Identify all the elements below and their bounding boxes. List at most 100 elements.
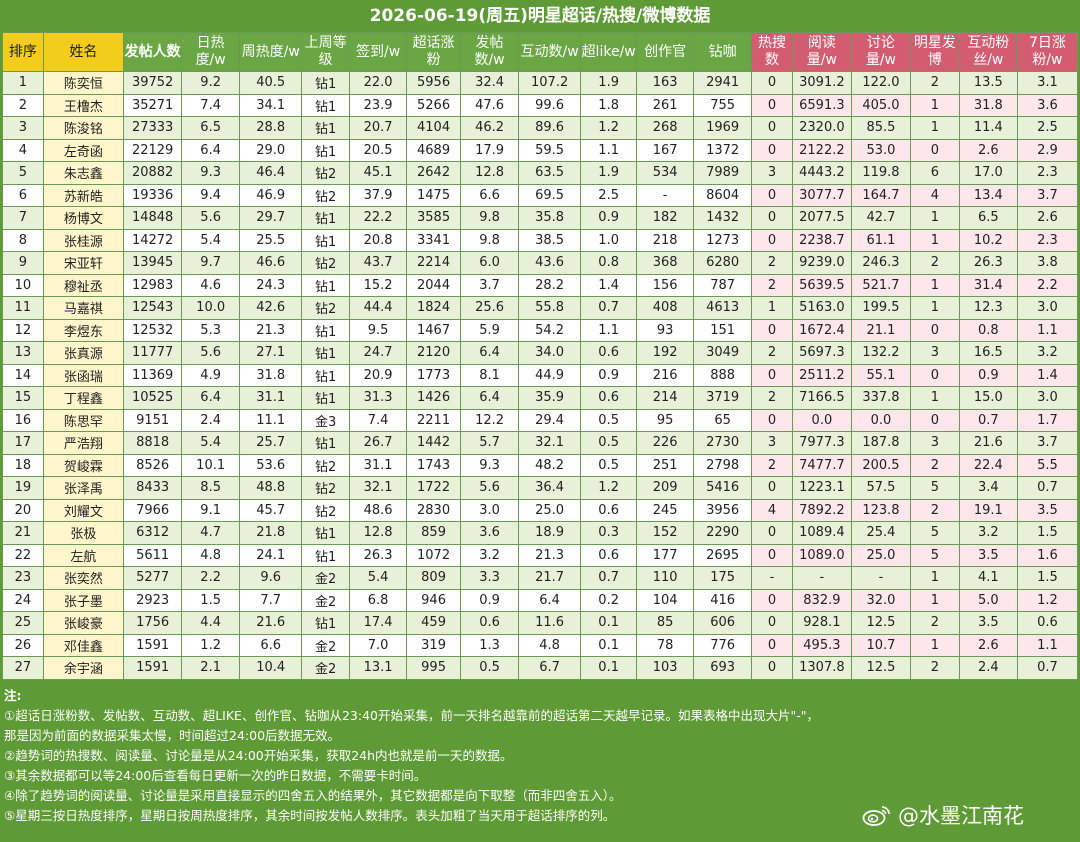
table-cell: 24: [2, 588, 44, 612]
table-cell: 35.9: [518, 386, 582, 410]
note-line: ③其余数据都可以等24:00后查看每日更新一次的昨日数据，不需要卡时间。: [4, 768, 427, 783]
table-cell: 9.7: [181, 251, 241, 275]
column-header: 日热度/w: [181, 32, 241, 72]
table-cell: 1223.1: [791, 476, 852, 500]
table-cell: 5163.0: [791, 296, 852, 320]
table-cell: 32.1: [349, 476, 408, 500]
table-cell: 4613: [693, 296, 753, 320]
table-cell: 6.8: [349, 588, 408, 612]
table-cell: 1: [909, 116, 960, 140]
table-cell: 1969: [693, 116, 753, 140]
table-cell: 132.2: [850, 341, 911, 365]
table-cell: 12: [2, 318, 44, 342]
table-cell: 5.6: [181, 341, 241, 365]
table-cell: 8433: [123, 476, 183, 500]
table-cell: -: [791, 566, 852, 590]
page-title: 2026-06-19(周五)明星超话/热搜/微博数据: [369, 6, 711, 26]
table-cell: 2320.0: [791, 116, 852, 140]
table-cell: 3.3: [460, 566, 520, 590]
table-cell: 25: [2, 611, 44, 635]
table-cell: 1.7: [1016, 408, 1079, 432]
table-cell: 12532: [123, 318, 183, 342]
note-line: ①超话日涨粉数、发帖数、互动数、超LIKE、创作官、钻咖从23:40开始采集，前…: [4, 708, 819, 723]
table-cell: 65: [693, 408, 753, 432]
table-cell: 5.5: [1016, 453, 1079, 477]
table-cell: 2.9: [1016, 138, 1079, 162]
table-cell: 0: [751, 116, 793, 140]
table-cell: 钻1: [301, 116, 351, 140]
table-cell: 钻1: [301, 93, 351, 117]
table-cell: 13: [2, 341, 44, 365]
table-cell: 31.8: [958, 93, 1018, 117]
table-cell: 10.4: [239, 656, 303, 680]
table-cell: 2: [751, 453, 793, 477]
table-cell: 1.4: [1016, 363, 1079, 387]
table-cell: 2.6: [958, 138, 1018, 162]
table-cell: 7977.3: [791, 431, 852, 455]
table-cell: 7.4: [349, 408, 408, 432]
table-row: 20 刘耀文 7966 9.1 45.7 钻2 48.6 2830 3.0 25.0 0.6 245 3…: [2, 498, 1079, 522]
table-cell: 3.0: [1016, 386, 1079, 410]
table-cell: 1.3: [460, 633, 520, 657]
table-cell: 9.8: [460, 228, 520, 252]
table-cell: 13.4: [958, 183, 1018, 207]
name-cell: 李煜东: [42, 318, 125, 342]
table-cell: 9.4: [181, 183, 241, 207]
table-cell: 218: [636, 228, 695, 252]
table-cell: 1.2: [580, 476, 638, 500]
table-cell: 4: [2, 138, 44, 162]
column-header: 明星发博: [909, 32, 960, 72]
table-cell: 25.4: [850, 521, 911, 545]
table-cell: 0.7: [1016, 476, 1079, 500]
table-cell: 1824: [406, 296, 462, 320]
table-cell: 0.5: [580, 431, 638, 455]
table-cell: 1.1: [1016, 633, 1079, 657]
table-cell: 175: [693, 566, 753, 590]
table-cell: 40.5: [239, 71, 303, 95]
table-cell: -: [636, 183, 695, 207]
table-cell: 6.5: [958, 206, 1018, 230]
table-cell: 3.2: [958, 521, 1018, 545]
table-cell: 2.2: [1016, 273, 1079, 297]
table-cell: 21.6: [239, 611, 303, 635]
table-cell: 1: [909, 296, 960, 320]
table-row: 3 陈浚铭 27333 6.5 28.8 钻1 20.7 4104 46.2 89.6 1.2 268…: [2, 116, 1079, 140]
table-cell: 11.1: [239, 408, 303, 432]
table-cell: 5: [909, 543, 960, 567]
table-cell: 18: [2, 453, 44, 477]
table-cell: 151: [693, 318, 753, 342]
column-header: 热搜数: [751, 32, 793, 72]
table-cell: 29.0: [239, 138, 303, 162]
table-row: 25 张峻豪 1756 4.4 21.6 钻1 17.4 459 0.6 11.6 0.1 85 606…: [2, 611, 1079, 635]
watermark: @水墨江南花: [862, 800, 1024, 830]
table-cell: 0.5: [580, 453, 638, 477]
table-cell: 1: [909, 566, 960, 590]
table-cell: 钻2: [301, 498, 351, 522]
table-cell: 2511.2: [791, 363, 852, 387]
table-cell: 61.1: [850, 228, 911, 252]
table-cell: 13945: [123, 251, 183, 275]
table-row: 2 王橹杰 35271 7.4 34.1 钻1 23.9 5266 47.6 99.6 1.8 261…: [2, 93, 1079, 117]
table-cell: 693: [693, 656, 753, 680]
table-row: 23 张奕然 5277 2.2 9.6 金2 5.4 809 3.3 21.7 0.7 110 175-…: [2, 566, 1079, 590]
table-cell: 42.6: [239, 296, 303, 320]
table-cell: 1089.0: [791, 543, 852, 567]
table-cell: 5: [909, 521, 960, 545]
table-cell: 2.6: [958, 633, 1018, 657]
table-cell: 8: [2, 228, 44, 252]
table-cell: 5611: [123, 543, 183, 567]
table-cell: 金2: [301, 588, 351, 612]
table-cell: 93: [636, 318, 695, 342]
table-cell: 2: [751, 251, 793, 275]
table-cell: 钻1: [301, 138, 351, 162]
table-cell: 0.3: [580, 521, 638, 545]
table-cell: 0: [751, 318, 793, 342]
table-cell: 29.7: [239, 206, 303, 230]
table-cell: 6.5: [181, 116, 241, 140]
table-cell: 163: [636, 71, 695, 95]
table-cell: 24.7: [349, 341, 408, 365]
table-row: 16 陈思罕 9151 2.4 11.1 金3 7.4 2211 12.2 29.4 0.5 95 65…: [2, 408, 1079, 432]
table-cell: 3049: [693, 341, 753, 365]
table-cell: 12.5: [850, 611, 911, 635]
table-cell: 8604: [693, 183, 753, 207]
